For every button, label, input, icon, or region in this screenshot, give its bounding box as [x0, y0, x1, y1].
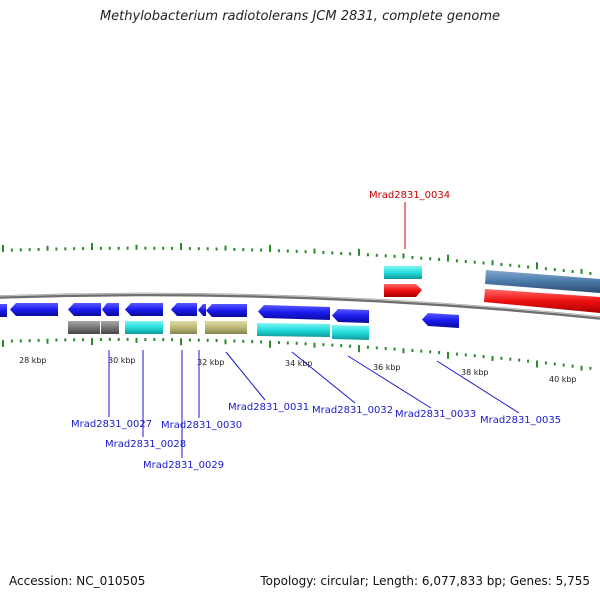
- scale-label: 40 kbp: [549, 375, 577, 384]
- gene-arrow[interactable]: [257, 323, 330, 337]
- gene-arrow[interactable]: [198, 304, 206, 316]
- gene-label[interactable]: Mrad2831_0028: [105, 439, 186, 450]
- gene-arrow[interactable]: [332, 309, 369, 323]
- genome-backbone: [0, 292, 600, 320]
- gene-arrow[interactable]: [171, 303, 197, 316]
- gene-label[interactable]: Mrad2831_0032: [312, 405, 393, 416]
- gene-arrow[interactable]: [258, 305, 330, 320]
- scale-label: 36 kbp: [373, 363, 401, 372]
- gene-arrow[interactable]: [68, 321, 100, 334]
- accession-text: Accession: NC_010505: [9, 574, 146, 588]
- lower-tick-track: [2, 337, 592, 371]
- gene-arrow[interactable]: [332, 325, 369, 340]
- gene-arrow[interactable]: [10, 303, 58, 316]
- gene-arrow[interactable]: [125, 321, 163, 334]
- gene-arrow[interactable]: [125, 303, 163, 316]
- gene-arrow[interactable]: [0, 304, 7, 317]
- scale-label: 28 kbp: [19, 356, 47, 365]
- gene-arrow[interactable]: [384, 284, 422, 297]
- upper-tick-track: [2, 243, 592, 275]
- gene-arrow[interactable]: [205, 321, 247, 334]
- gene-arrow[interactable]: [170, 321, 197, 334]
- gene-label[interactable]: Mrad2831_0031: [228, 402, 309, 413]
- scale-label: 30 kbp: [108, 356, 136, 365]
- scale-label: 38 kbp: [461, 368, 489, 377]
- gene-arrow[interactable]: [422, 313, 459, 328]
- gene-arrow[interactable]: [485, 270, 600, 293]
- genome-backbone-highlight: [0, 293, 600, 318]
- leader-lines: [108, 350, 520, 458]
- gene-arrow[interactable]: [484, 289, 600, 313]
- gene-labels: Mrad2831_0027 Mrad2831_0028 Mrad2831_002…: [71, 190, 561, 471]
- scale-label: 32 kbp: [197, 358, 225, 367]
- gene-label[interactable]: Mrad2831_0027: [71, 419, 152, 430]
- gene-label[interactable]: Mrad2831_0033: [395, 409, 476, 420]
- genome-summary-text: Topology: circular; Length: 6,077,833 bp…: [260, 574, 590, 588]
- gene-arrow[interactable]: [384, 266, 422, 279]
- map-title: Methylobacterium radiotolerans JCM 2831,…: [99, 9, 501, 24]
- gene-label[interactable]: Mrad2831_0035: [480, 415, 561, 426]
- gene-label-highlighted[interactable]: Mrad2831_0034: [369, 190, 450, 201]
- gene-label[interactable]: Mrad2831_0029: [143, 460, 224, 471]
- gene-label[interactable]: Mrad2831_0030: [161, 420, 242, 431]
- gene-arrow[interactable]: [102, 303, 119, 316]
- gene-arrow[interactable]: [101, 321, 119, 334]
- scale-label: 34 kbp: [285, 359, 313, 368]
- scale-labels: 28 kbp 30 kbp 32 kbp 34 kbp 36 kbp 38 kb…: [19, 356, 577, 384]
- gene-arrow[interactable]: [68, 303, 101, 316]
- gene-arrow[interactable]: [206, 304, 247, 317]
